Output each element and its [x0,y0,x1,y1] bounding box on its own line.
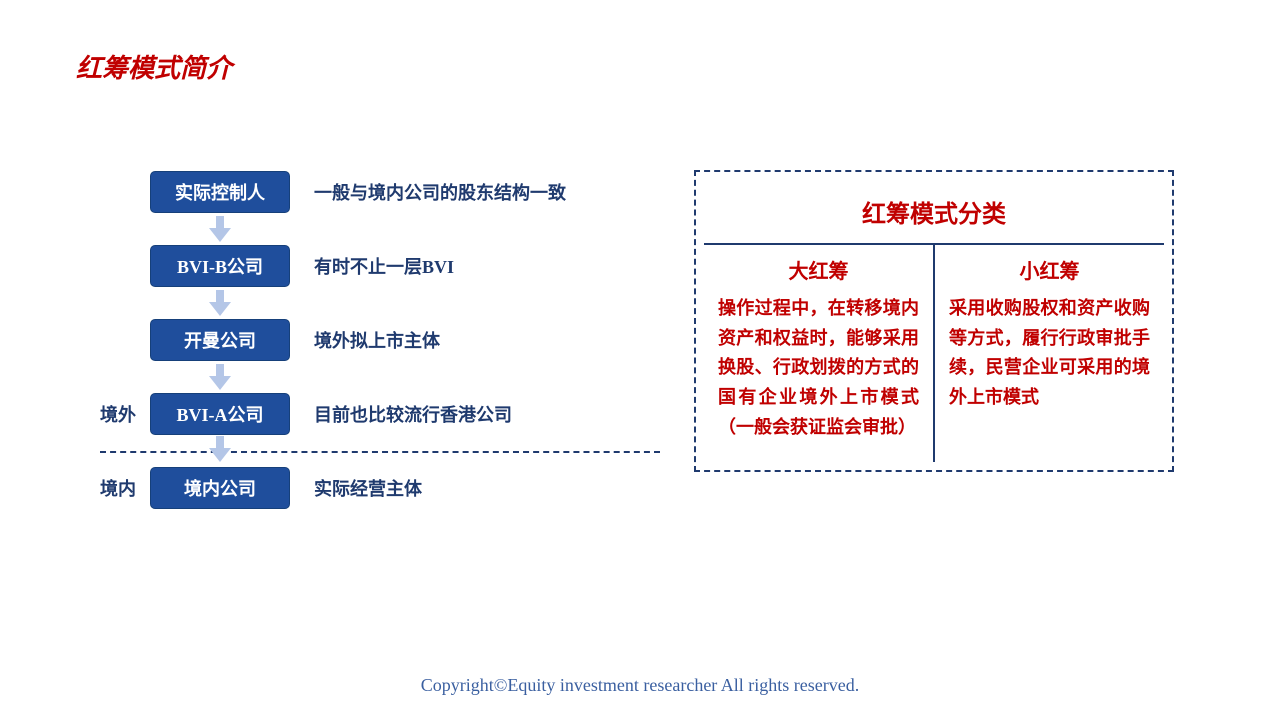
flow-arrow-2 [100,362,660,392]
flow-desc-0: 一般与境内公司的股东结构一致 [314,179,566,205]
flow-box-0: 实际控制人 [150,171,290,213]
col-body-0: 操作过程中，在转移境内资产和权益时，能够采用换股、行政划拨的方式的国有企业境外上… [718,294,919,442]
flow-divider [100,436,660,466]
side-label-4: 境内 [100,475,150,501]
flow-desc-3: 目前也比较流行香港公司 [314,401,512,427]
flow-diagram: 实际控制人 一般与境内公司的股东结构一致 BVI-B公司 有时不止一层BVI 开… [100,170,660,510]
classification-col-0: 大红筹 操作过程中，在转移境内资产和权益时，能够采用换股、行政划拨的方式的国有企… [704,245,933,462]
flow-node-3: 境外 BVI-A公司 目前也比较流行香港公司 [100,392,660,436]
flow-node-0: 实际控制人 一般与境内公司的股东结构一致 [100,170,660,214]
col-heading-0: 大红筹 [718,255,919,284]
flow-box-3: BVI-A公司 [150,393,290,435]
flow-box-1: BVI-B公司 [150,245,290,287]
classification-col-1: 小红筹 采用收购股权和资产收购等方式，履行行政审批手续，民营企业可采用的境外上市… [933,245,1164,462]
classification-box: 红筹模式分类 大红筹 操作过程中，在转移境内资产和权益时，能够采用换股、行政划拨… [694,170,1174,472]
classification-title: 红筹模式分类 [704,180,1164,243]
flow-arrow-0 [100,214,660,244]
flow-node-4: 境内 境内公司 实际经营主体 [100,466,660,510]
flow-desc-2: 境外拟上市主体 [314,327,440,353]
flow-box-4: 境内公司 [150,467,290,509]
flow-desc-4: 实际经营主体 [314,475,422,501]
flow-arrow-3 [150,436,290,462]
flow-arrow-1 [100,288,660,318]
col-heading-1: 小红筹 [949,255,1150,284]
side-label-3: 境外 [100,401,150,427]
flow-node-2: 开曼公司 境外拟上市主体 [100,318,660,362]
page-title: 红筹模式简介 [76,48,232,85]
flow-desc-1: 有时不止一层BVI [314,253,454,279]
flow-box-2: 开曼公司 [150,319,290,361]
footer-copyright: Copyright©Equity investment researcher A… [0,675,1280,696]
classification-columns: 大红筹 操作过程中，在转移境内资产和权益时，能够采用换股、行政划拨的方式的国有企… [704,243,1164,462]
col-body-1: 采用收购股权和资产收购等方式，履行行政审批手续，民营企业可采用的境外上市模式 [949,294,1150,413]
flow-node-1: BVI-B公司 有时不止一层BVI [100,244,660,288]
